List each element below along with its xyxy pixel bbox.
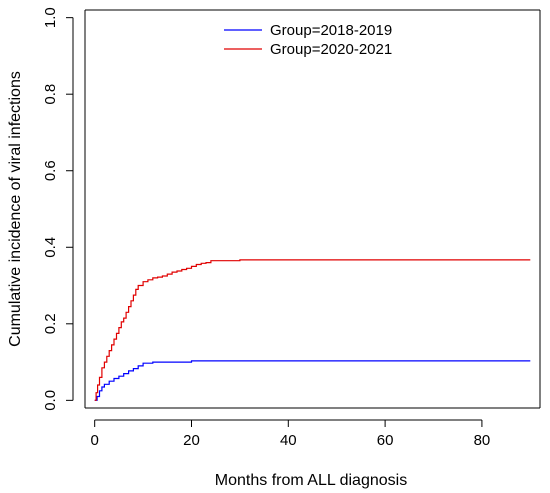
y-tick-label: 0.2 xyxy=(42,313,59,334)
x-tick-label: 20 xyxy=(183,432,200,449)
x-axis: 0 20 40 60 80 xyxy=(91,419,491,449)
y-tick-label: 0.8 xyxy=(42,84,59,105)
y-tick-label: 0.0 xyxy=(42,390,59,411)
legend-label-1: Group=2018-2019 xyxy=(270,22,392,39)
y-tick-label: 1.0 xyxy=(42,7,59,28)
x-tick-label: 0 xyxy=(91,432,99,449)
series-line-1 xyxy=(94,360,531,401)
legend: Group=2018-2019 Group=2020-2021 xyxy=(224,22,392,58)
legend-label-2: Group=2020-2021 xyxy=(270,41,392,58)
y-tick-label: 0.4 xyxy=(42,237,59,258)
series-line-2 xyxy=(94,259,531,401)
y-axis: 0.0 0.2 0.4 0.6 0.8 1.0 xyxy=(42,7,74,411)
plot-frame xyxy=(84,9,541,409)
series-layer xyxy=(94,259,531,401)
x-tick-label: 80 xyxy=(474,432,491,449)
y-axis-title: Cumulative incidence of viral infections xyxy=(7,71,24,347)
x-tick-label: 60 xyxy=(377,432,394,449)
x-axis-title: Months from ALL diagnosis xyxy=(215,472,407,489)
x-tick-label: 40 xyxy=(280,432,297,449)
y-tick-label: 0.6 xyxy=(42,160,59,181)
